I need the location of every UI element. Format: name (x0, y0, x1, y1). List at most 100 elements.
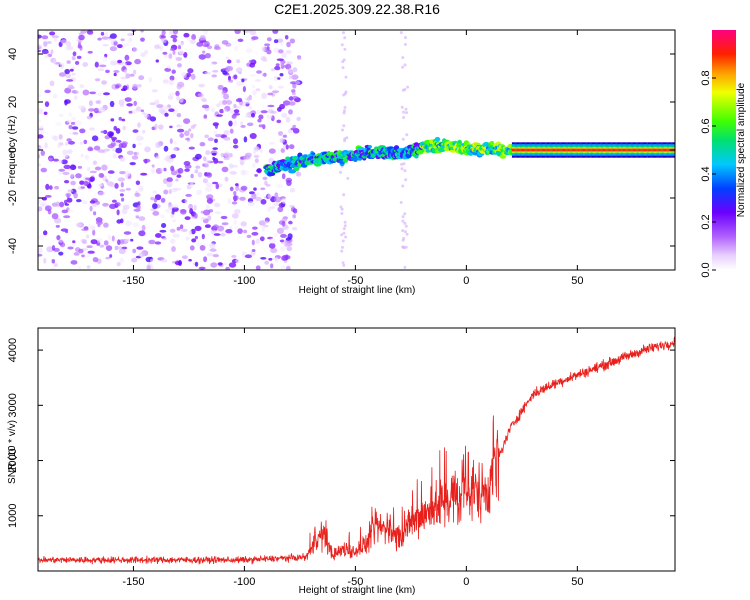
noise-dot (53, 59, 57, 65)
track-segment (524, 148, 526, 152)
noise-dot (130, 238, 134, 242)
noise-dot (281, 52, 287, 58)
track-segment (659, 148, 661, 152)
noise-dot (404, 224, 408, 228)
noise-dot (204, 41, 210, 47)
noise-dot (203, 163, 209, 168)
noise-dot (159, 229, 167, 233)
noise-dot (270, 263, 274, 269)
noise-dot (217, 84, 224, 90)
noise-dot (244, 113, 249, 119)
noise-dot (280, 233, 287, 238)
noise-dot (122, 65, 126, 71)
noise-dot (273, 39, 279, 44)
noise-dot (250, 195, 257, 199)
noise-dot (175, 90, 180, 97)
noise-dot (95, 100, 101, 104)
noise-dot (79, 84, 85, 89)
noise-dot (276, 183, 284, 189)
noise-dot (194, 261, 199, 267)
noise-dot (77, 44, 83, 49)
noise-dot (81, 228, 89, 231)
noise-dot (402, 162, 406, 166)
noise-dot (118, 99, 125, 106)
noise-dot (103, 222, 109, 228)
noise-dot (246, 48, 253, 54)
noise-dot (64, 68, 70, 75)
noise-dot (184, 168, 190, 172)
noise-dot (279, 138, 285, 144)
track-segment (653, 148, 656, 152)
noise-dot (247, 201, 255, 207)
track-blob (269, 171, 276, 176)
noise-dot (339, 170, 342, 174)
noise-dot (292, 214, 297, 219)
noise-dot (272, 202, 280, 207)
noise-dot (169, 125, 173, 129)
chart-title: C2E1.2025.309.22.38.R16 (274, 1, 440, 17)
track-segment (630, 148, 632, 152)
noise-dot (154, 241, 162, 245)
noise-dot (266, 37, 272, 42)
noise-dot (284, 35, 289, 40)
noise-dot (188, 258, 192, 262)
noise-dot (288, 144, 295, 150)
noise-dot (172, 50, 176, 55)
noise-dot (209, 248, 217, 252)
noise-dot (123, 231, 132, 235)
noise-dot (52, 93, 58, 99)
noise-dot (401, 184, 405, 188)
noise-dot (80, 153, 84, 158)
noise-dot (343, 106, 347, 109)
noise-dot (122, 43, 130, 47)
noise-dot (402, 245, 406, 249)
noise-dot (217, 262, 223, 266)
track-segment (567, 148, 569, 152)
noise-dot (140, 109, 145, 112)
noise-dot (256, 109, 262, 115)
noise-dot (172, 233, 180, 238)
noise-dot (288, 96, 294, 101)
noise-dot (164, 112, 169, 117)
noise-dot (162, 79, 169, 84)
noise-dot (343, 220, 347, 224)
track-segment (637, 148, 639, 152)
noise-dot (126, 150, 134, 155)
x-tick-label: 0 (463, 576, 469, 588)
noise-dot (87, 147, 94, 152)
snr-content (38, 335, 675, 565)
track-segment (531, 148, 533, 152)
noise-dot (341, 245, 344, 249)
noise-dot (399, 201, 403, 204)
noise-dot (199, 35, 206, 42)
noise-dot (288, 109, 293, 115)
noise-dot (240, 221, 247, 227)
noise-dot (222, 100, 228, 105)
noise-dot (193, 204, 197, 211)
noise-dot (201, 233, 205, 240)
noise-dot (198, 266, 206, 270)
noise-dot (194, 169, 199, 174)
noise-dot (72, 126, 79, 130)
track-segment (556, 148, 558, 152)
track-segment (617, 148, 619, 152)
noise-dot (292, 95, 298, 99)
noise-dot (112, 39, 118, 42)
track-segment (645, 148, 647, 152)
noise-dot (152, 203, 158, 210)
noise-dot (121, 141, 128, 146)
noise-dot (222, 262, 228, 266)
noise-dot (66, 79, 74, 82)
noise-dot (64, 203, 70, 206)
track-segment (570, 148, 572, 152)
noise-dot (44, 101, 50, 107)
noise-dot (103, 92, 110, 96)
noise-dot (215, 134, 222, 138)
noise-dot (70, 116, 76, 121)
track-segment (562, 148, 565, 152)
noise-dot (63, 199, 68, 205)
noise-dot (172, 38, 177, 43)
track-segment (633, 148, 636, 152)
noise-dot (217, 225, 225, 232)
noise-dot (87, 224, 95, 228)
